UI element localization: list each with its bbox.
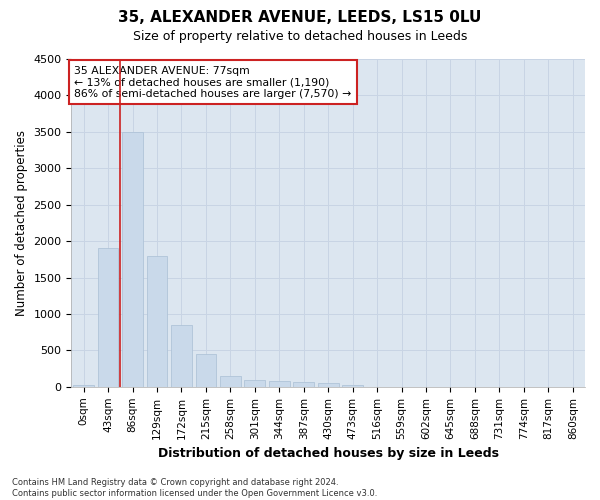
Bar bbox=[220, 376, 241, 387]
Bar bbox=[73, 384, 94, 387]
Bar bbox=[196, 354, 217, 387]
Bar bbox=[171, 325, 192, 387]
Bar bbox=[269, 382, 290, 387]
X-axis label: Distribution of detached houses by size in Leeds: Distribution of detached houses by size … bbox=[158, 447, 499, 460]
Bar bbox=[146, 256, 167, 387]
Bar bbox=[122, 132, 143, 387]
Text: Size of property relative to detached houses in Leeds: Size of property relative to detached ho… bbox=[133, 30, 467, 43]
Bar bbox=[342, 384, 363, 387]
Y-axis label: Number of detached properties: Number of detached properties bbox=[15, 130, 28, 316]
Bar bbox=[293, 382, 314, 387]
Bar bbox=[244, 380, 265, 387]
Bar bbox=[98, 248, 118, 387]
Bar bbox=[318, 383, 338, 387]
Text: Contains HM Land Registry data © Crown copyright and database right 2024.
Contai: Contains HM Land Registry data © Crown c… bbox=[12, 478, 377, 498]
Text: 35 ALEXANDER AVENUE: 77sqm
← 13% of detached houses are smaller (1,190)
86% of s: 35 ALEXANDER AVENUE: 77sqm ← 13% of deta… bbox=[74, 66, 351, 99]
Text: 35, ALEXANDER AVENUE, LEEDS, LS15 0LU: 35, ALEXANDER AVENUE, LEEDS, LS15 0LU bbox=[118, 10, 482, 25]
